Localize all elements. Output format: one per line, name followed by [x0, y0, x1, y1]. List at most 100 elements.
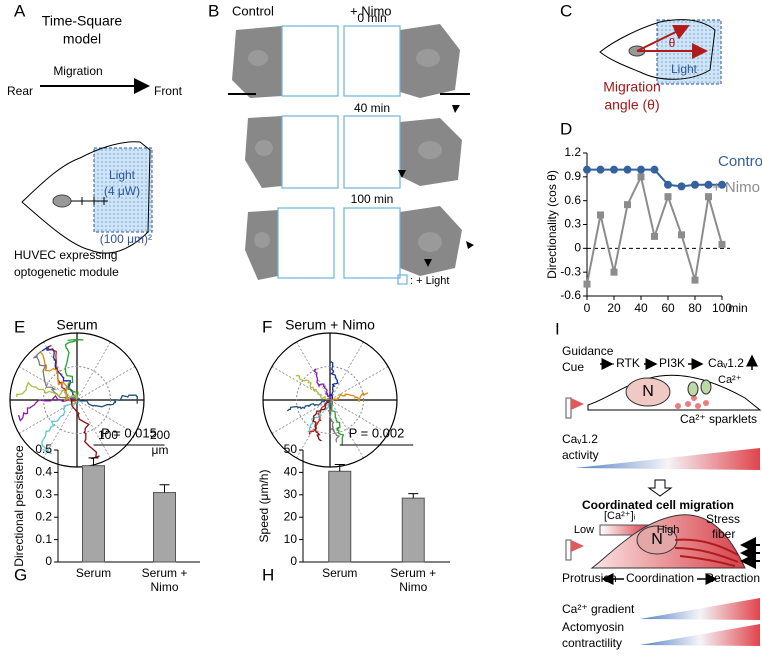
data-point — [650, 165, 659, 174]
data-point — [597, 211, 604, 219]
panel-labels-3: D — [560, 119, 572, 138]
panel-a-front: Front — [154, 84, 183, 98]
data-point — [610, 165, 618, 174]
polar-ring — [262, 332, 398, 468]
panel-a-rear: Rear — [7, 84, 33, 98]
y-axis-label: Speed (μm/h) — [257, 470, 271, 543]
data-point — [664, 180, 672, 189]
x-tick-label: Serum — [75, 566, 112, 580]
x-tick-label: 60 — [661, 301, 675, 315]
panel-b-times-0: 0 min — [357, 11, 386, 25]
panel-c-light: Light — [671, 62, 698, 76]
y-tick-label: 0.3 — [35, 487, 52, 501]
x-label-box: Serum — [322, 566, 358, 580]
panel-a-drawing — [21, 78, 153, 254]
y-tick-label: 10 — [284, 532, 298, 546]
y-tick-label: 20 — [284, 509, 298, 523]
x-tick-label: 0 — [584, 301, 591, 315]
panel-c-drawing — [599, 19, 722, 85]
x-tick-label: Serum + Nimo — [390, 566, 437, 594]
panel-e-scale-1: 200 — [150, 428, 170, 442]
annotation: P = 0.002 — [349, 425, 405, 440]
panel-c-angle-0: Migration — [603, 79, 661, 95]
x-label-box: Serum — [75, 566, 112, 580]
y-tick-label: 0.1 — [35, 532, 52, 546]
y-tick-label: 50 — [284, 442, 298, 456]
x-tick-label: Serum — [322, 566, 358, 580]
y-tick-label: 0 — [45, 554, 52, 568]
x-tick-label: Serum + Nimo — [141, 566, 188, 594]
panel-c-angle-1: angle (θ) — [604, 97, 659, 113]
panel-b-control: Control — [232, 3, 274, 18]
data-point — [718, 240, 726, 248]
data-point — [704, 180, 713, 189]
panel-labels-2: C — [560, 1, 572, 20]
cell-track — [64, 339, 84, 401]
cell-track — [327, 399, 341, 443]
bar — [153, 492, 176, 563]
y-tick-label: 1.2 — [564, 145, 581, 159]
panel-c-theta: θ — [669, 36, 676, 50]
panel-i-cue-1: Cue — [562, 360, 584, 374]
panel-i-activity-1: activity — [562, 448, 599, 462]
panel-labels-0: A — [14, 1, 26, 20]
data-point — [677, 182, 686, 191]
y-tick-label: -0.6 — [560, 288, 581, 302]
panel-i-process-0: Protrusion — [562, 571, 617, 585]
panel-a-migration: Migration — [53, 64, 102, 78]
panel-i-heading: Coordinated cell migration — [582, 498, 734, 512]
series-line — [586, 173, 723, 285]
data-point — [718, 180, 726, 189]
panel-a-title-1: model — [63, 31, 101, 47]
panel-i-pathway-1: PI3K — [659, 356, 685, 370]
panel-i-scale-0: [Ca²⁺]ᵢ — [604, 510, 636, 522]
panel-i-cue-0: Guidance — [562, 344, 614, 358]
panel-i-ion: Ca²⁺ — [718, 374, 742, 386]
cell-track — [328, 361, 339, 401]
panel-b-nimo: + Nimo — [350, 3, 392, 18]
panel-e-scale-2: μm — [152, 443, 169, 457]
panel-b-times-2: 100 min — [351, 192, 394, 206]
y-tick-label: 30 — [284, 487, 298, 501]
x-axis-label: min — [728, 301, 747, 315]
panel-e-scale-0: 100 — [98, 428, 118, 442]
x-tick-label: 80 — [688, 301, 702, 315]
panel-labels-4: E — [14, 317, 25, 336]
cell-track — [41, 399, 78, 455]
polar-plot-serum — [9, 332, 145, 468]
data-point — [610, 268, 618, 276]
data-point — [623, 165, 632, 174]
panel-a-light-1: (4 μW) — [104, 184, 140, 198]
panel-b-times-1: 40 min — [354, 101, 390, 115]
panel-labels-5: F — [262, 317, 272, 336]
cell-track — [41, 345, 78, 401]
data-point — [664, 193, 672, 201]
annotation: P = 0.015 — [101, 425, 157, 440]
error-bar — [88, 457, 99, 466]
polar-ring — [296, 366, 364, 434]
data-point — [637, 173, 645, 181]
error-bar — [408, 493, 419, 499]
y-tick-label: 0 — [574, 241, 581, 255]
panel-i-pathway-2: Caᵥ1.2 — [708, 356, 744, 370]
y-tick-label: 0.9 — [564, 169, 581, 183]
data-point — [583, 280, 591, 288]
panel-b-drawing — [228, 24, 474, 285]
panel-a-caption-1: optogenetic module — [14, 265, 119, 279]
legend-label: Control — [718, 153, 762, 170]
panel-i-drawing — [565, 354, 762, 646]
bar — [82, 465, 105, 563]
y-axis-label: Directionality (cos θ) — [545, 170, 559, 279]
panel-i-fiber-0: Stress — [706, 512, 740, 526]
panel-i-scale-1: Low — [574, 524, 594, 536]
y-tick-label: 0.3 — [564, 217, 581, 231]
data-point — [624, 201, 631, 209]
data-point — [596, 165, 605, 174]
panel-e-title: Serum — [56, 317, 97, 333]
panel-i-sparklets: Ca²⁺ sparklets — [680, 412, 757, 426]
data-point — [583, 165, 591, 174]
panel-a-area: (100 μm)² — [100, 232, 152, 246]
data-point — [691, 276, 699, 284]
cell-track — [70, 399, 100, 460]
